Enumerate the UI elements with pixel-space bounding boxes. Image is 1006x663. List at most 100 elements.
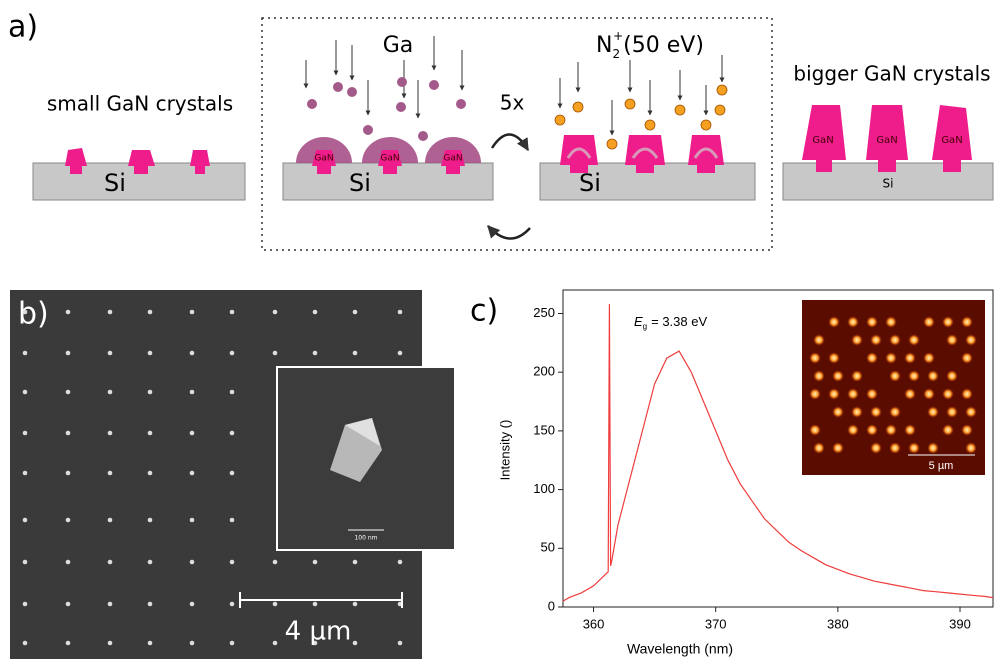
sem-dot [148,518,153,523]
sem-dot [273,560,278,565]
y-tick-label: 200 [533,364,555,379]
pl-spot [904,352,916,364]
panel-c: c) Wavelength (nm) Intensity () Eg= 3.38… [470,290,993,657]
sem-dot [190,471,195,476]
sem-dot [230,431,235,436]
crystal-label: GaN [314,154,333,164]
panel-a: a) small GaN crystals bigger GaN crystal… [8,10,993,251]
sem-dot [23,518,28,523]
pl-spot [828,352,840,364]
sem-dot [108,560,113,565]
crystal-label: GaN [876,135,897,146]
crystal-label: GaN [812,135,833,146]
pl-spot [961,424,973,436]
sem-dot [398,560,403,565]
pl-spot [965,334,977,346]
pl-spot [961,352,973,364]
sem-dot [23,431,28,436]
pl-spot [923,352,935,364]
nitrided-crystals [560,135,724,173]
sem-dot [66,518,71,523]
sem-dot [273,310,278,315]
pl-spot [870,334,882,346]
sem-dot [190,431,195,436]
pl-spot [927,370,939,382]
sem-dot [353,351,358,356]
sem-dot [353,602,358,607]
pl-spot [927,406,939,418]
pl-spot [904,424,916,436]
pl-spot [828,388,840,400]
pl-spot [809,352,821,364]
sem-dot [108,390,113,395]
pl-spot [828,316,840,328]
sem-dot [66,641,71,646]
pl-spot [813,334,825,346]
sem-dot [148,560,153,565]
sem-dot [148,471,153,476]
pl-spot [885,352,897,364]
y-tick-label: 50 [541,540,555,555]
substrate-label: Si [349,169,371,197]
pl-spot [965,442,977,454]
pl-spot [813,370,825,382]
sem-dot [353,310,358,315]
sem-dot [190,390,195,395]
pl-spot [965,406,977,418]
crystal-label: GaN [443,154,462,164]
x-tick-label: 360 [583,616,605,631]
sem-dot [148,602,153,607]
pl-spot [851,406,863,418]
pl-spot [889,334,901,346]
caption: small GaN crystals [47,92,233,116]
y-tick-label: 150 [533,422,555,437]
sem-dot [148,641,153,646]
pl-spot [851,334,863,346]
sem-dot [273,351,278,356]
sem-dot [66,471,71,476]
sem-dot [108,602,113,607]
pl-spot [923,316,935,328]
sem-dot [230,641,235,646]
y-axis-label: Intensity () [497,420,512,481]
x-tick-label: 370 [705,616,727,631]
sem-dot [353,641,358,646]
panel-b: b) 100 nm 4 µm [10,290,455,659]
pl-spot [847,388,859,400]
annotation: Eg= 3.38 eV [634,314,707,331]
sem-dot [66,431,71,436]
sem-dot [148,390,153,395]
pl-spot [847,424,859,436]
pl-spot [832,442,844,454]
sem-dot [108,641,113,646]
sem-dot [190,518,195,523]
sem-dot [190,310,195,315]
annotation-symbol: E [634,314,643,329]
sem-dot [398,310,403,315]
pl-spot [923,388,935,400]
ga-label: Ga [383,33,414,58]
sem-dot [190,351,195,356]
sem-dot [23,390,28,395]
ion-flux [560,55,722,135]
cycle-arrow [488,226,530,239]
sem-dot [313,351,318,356]
sem-dot [230,602,235,607]
sem-dot [190,560,195,565]
pl-spot [809,388,821,400]
crystal-label: GaN [941,135,962,146]
pl-spot [946,406,958,418]
y-tick-label: 0 [548,598,555,613]
panel-label: c) [470,294,498,329]
pl-spot [946,370,958,382]
pl-spot [908,370,920,382]
ion-symbol: N [596,33,612,58]
sem-dot [353,560,358,565]
pl-spot [927,442,939,454]
pl-spot [885,424,897,436]
sem-dot [66,602,71,607]
annotation-subscript: g [643,322,647,331]
sem-dot [313,560,318,565]
sem-dot [230,518,235,523]
sem-dot [273,602,278,607]
